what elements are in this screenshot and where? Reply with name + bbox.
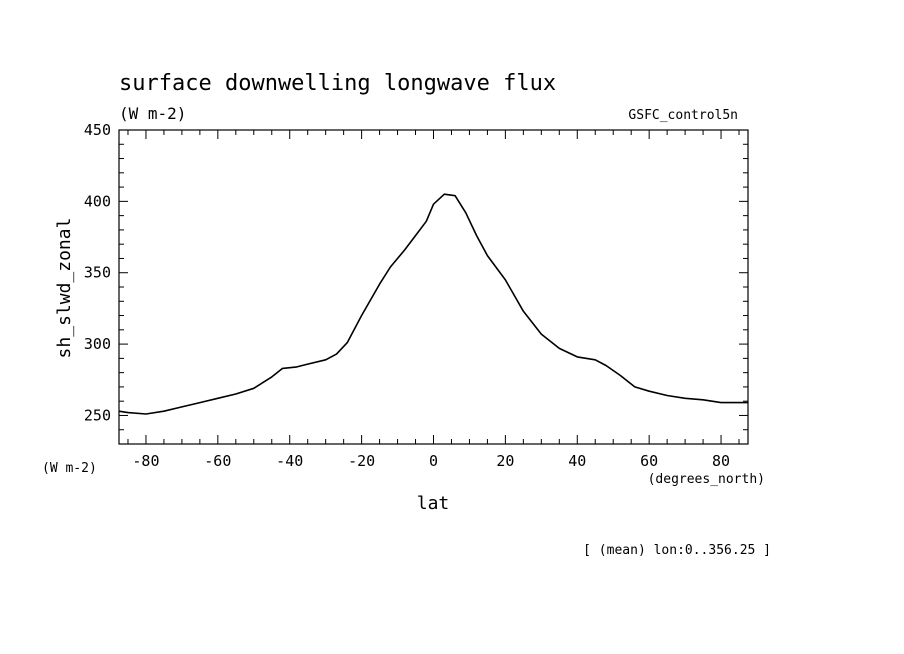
- series-line: [118, 193, 748, 415]
- y-tick-label: 350: [84, 264, 111, 282]
- dataset-label: GSFC_control5n: [628, 108, 738, 123]
- plot-area: [118, 129, 749, 445]
- x-units-label: (degrees_north): [648, 472, 765, 487]
- chart-title: surface downwelling longwave flux: [119, 71, 556, 96]
- x-tick-label: -20: [348, 452, 375, 470]
- x-tick-label: 40: [568, 452, 586, 470]
- y-tick-label: 250: [84, 406, 111, 424]
- x-tick-label: -80: [132, 452, 159, 470]
- x-tick-label: 60: [640, 452, 658, 470]
- y-tick-label: 400: [84, 192, 111, 210]
- plot-frame: [118, 129, 749, 445]
- y-tick-labels: 250 300 350 400 450: [84, 121, 111, 424]
- x-tick-label: 0: [429, 452, 438, 470]
- x-axis-label: lat: [417, 493, 450, 514]
- footnote: [ (mean) lon:0..356.25 ]: [583, 543, 771, 558]
- y-tick-label: 450: [84, 121, 111, 139]
- axis-ticks: [119, 129, 748, 445]
- y-axis-label: sh_slwd_zonal: [54, 218, 75, 359]
- x-tick-labels: -80 -60 -40 -20 0 20 40 60 80: [132, 452, 730, 470]
- y-tick-label: 300: [84, 335, 111, 353]
- x-tick-label: -40: [276, 452, 303, 470]
- x-tick-label: -60: [204, 452, 231, 470]
- y-units-label: (W m-2): [42, 461, 97, 476]
- x-tick-label: 80: [712, 452, 730, 470]
- series-lines: [118, 193, 748, 415]
- chart-subtitle: (W m-2): [119, 104, 186, 123]
- x-tick-label: 20: [496, 452, 514, 470]
